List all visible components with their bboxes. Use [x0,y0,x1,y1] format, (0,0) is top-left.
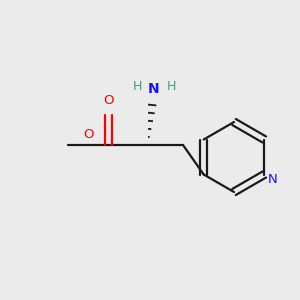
Text: H: H [132,80,142,94]
Text: H: H [166,80,176,94]
Text: O: O [83,128,93,142]
Text: N: N [267,173,277,186]
Text: O: O [103,94,113,107]
Text: N: N [148,82,160,96]
